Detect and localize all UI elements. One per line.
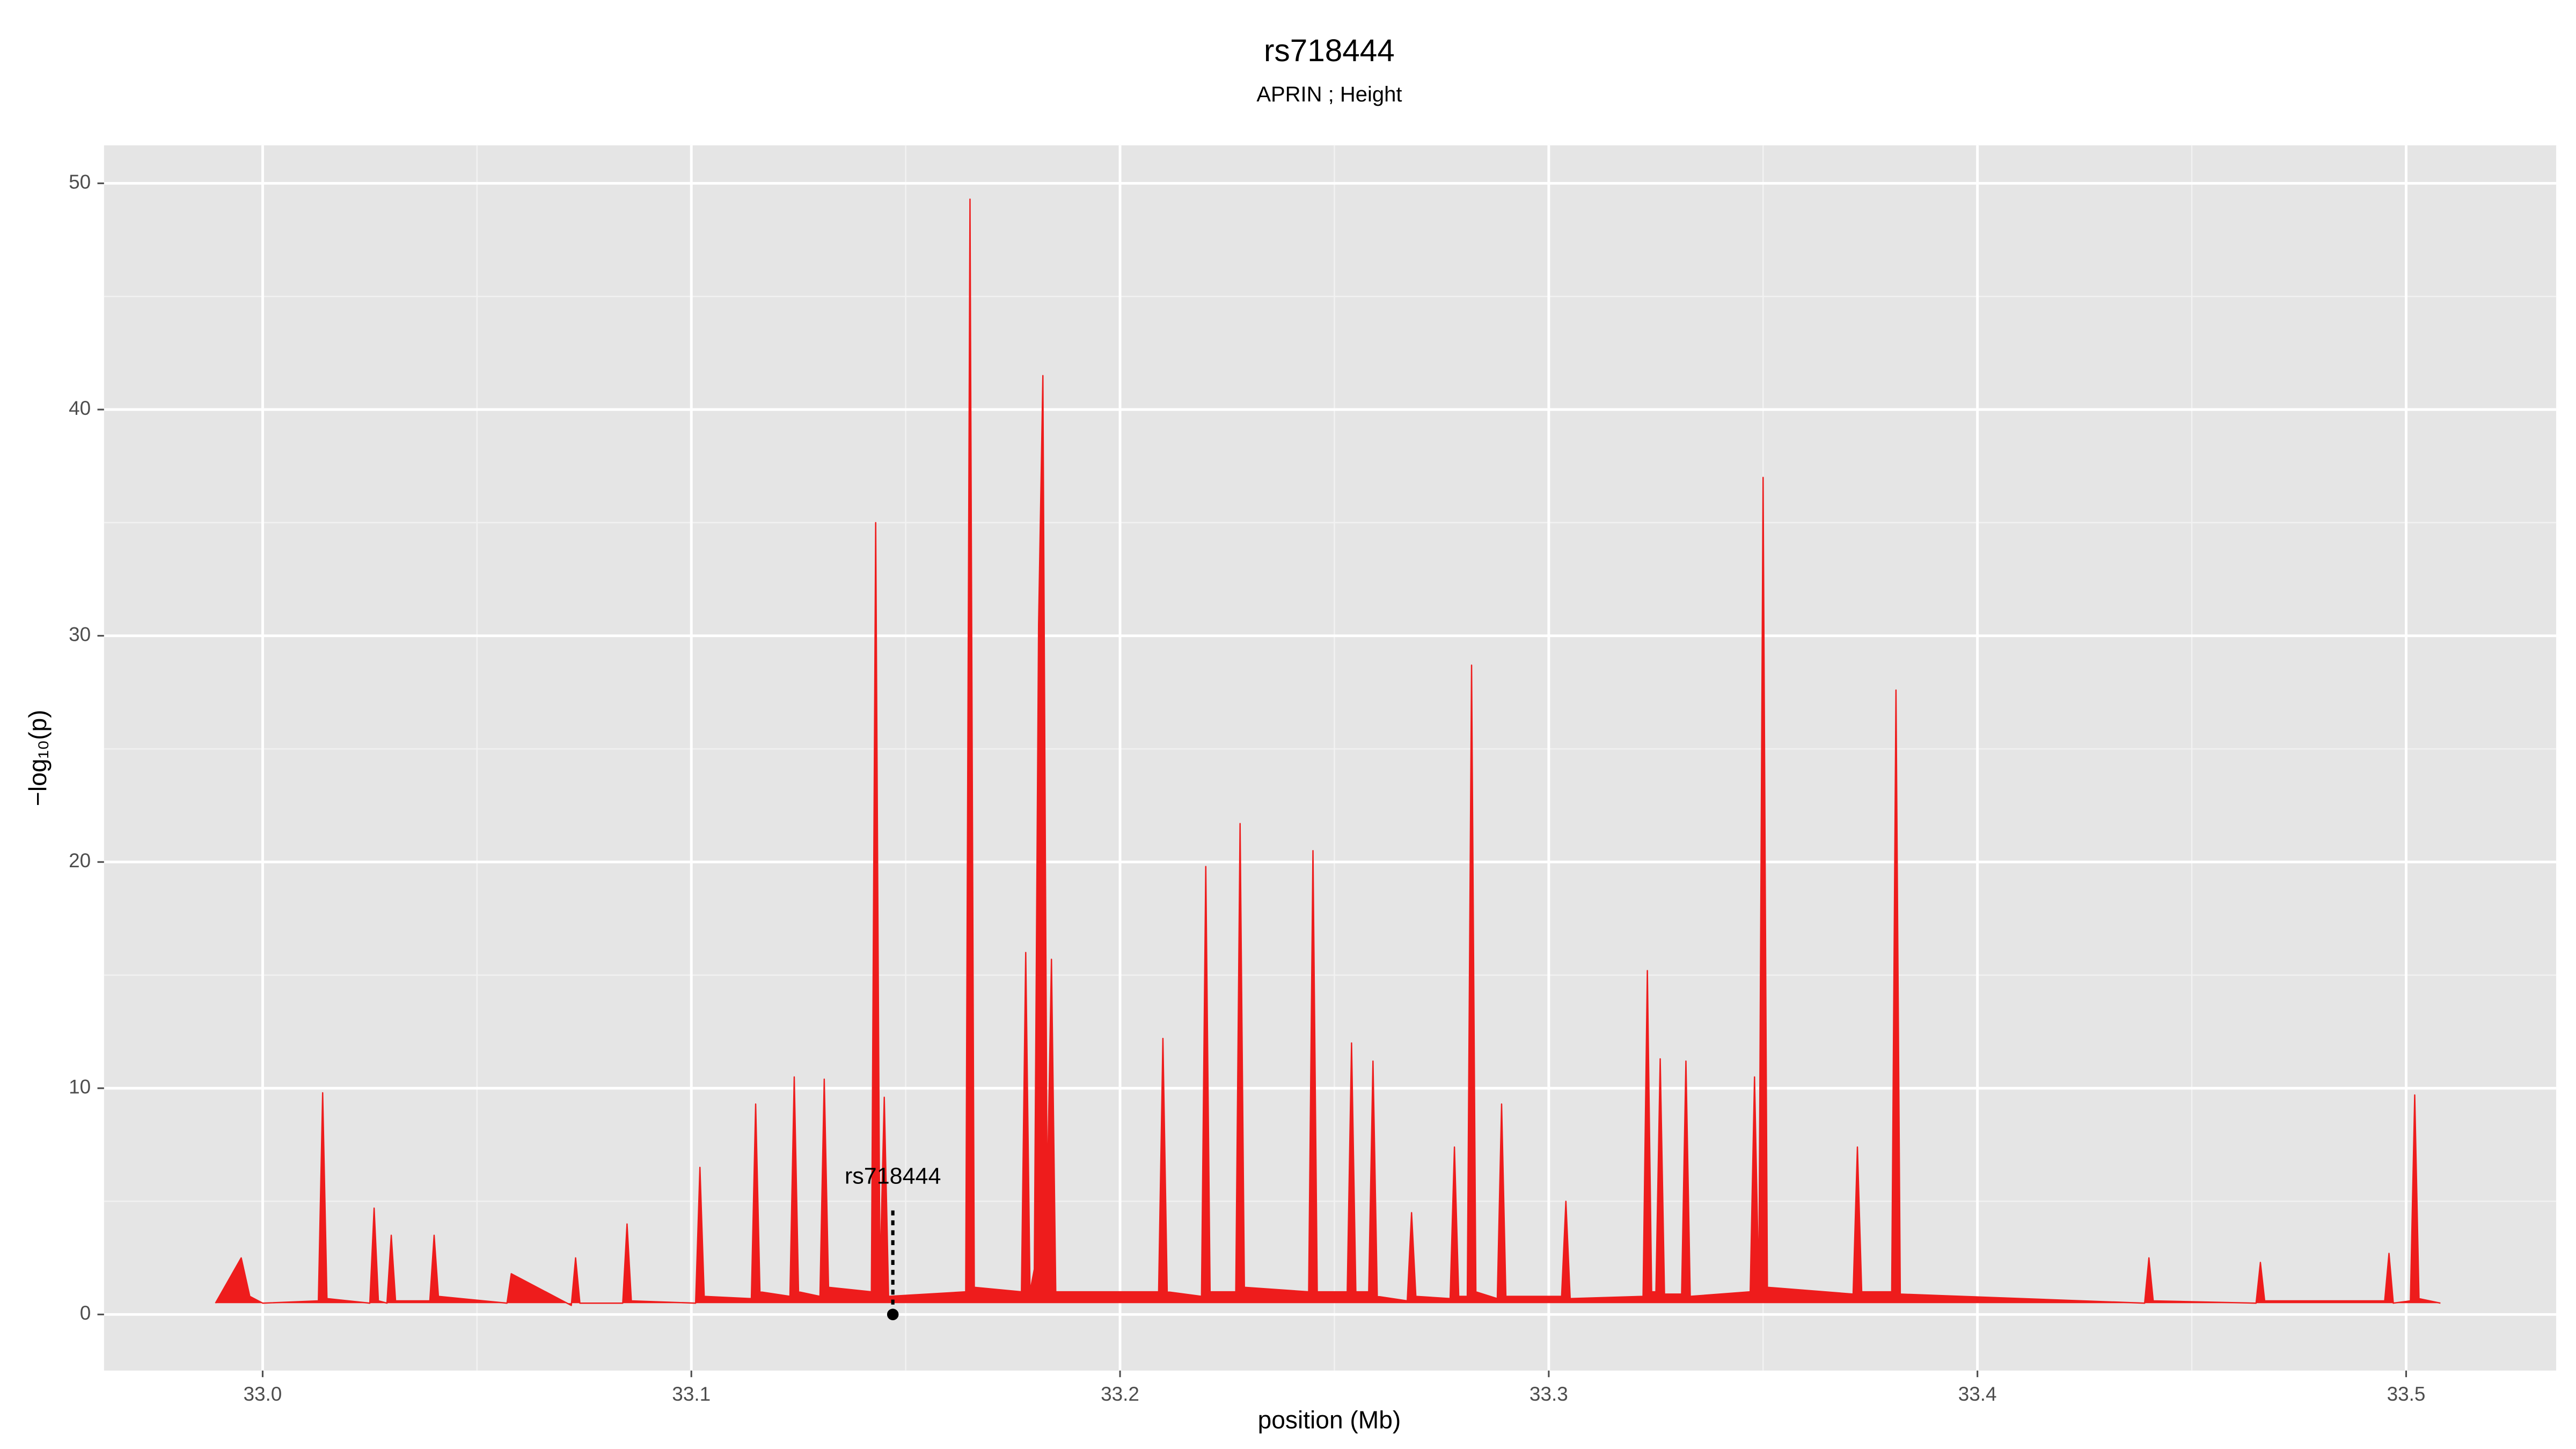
y-axis-title: −log₁₀(p) [24, 709, 52, 806]
x-tick-label: 33.3 [1529, 1383, 1568, 1405]
signal-area [215, 198, 2441, 1306]
y-tick-label: 40 [69, 397, 91, 419]
chart-subtitle: APRIN ; Height [1256, 83, 1402, 106]
y-tick-label: 50 [69, 171, 91, 193]
x-axis-title: position (Mb) [1258, 1406, 1401, 1433]
chart-title: rs718444 [1264, 33, 1395, 68]
x-tick-label: 33.1 [672, 1383, 711, 1405]
y-tick-label: 30 [69, 623, 91, 645]
x-tick-label: 33.4 [1958, 1383, 1997, 1405]
annotation-label: rs718444 [845, 1163, 941, 1189]
annotation-point [887, 1308, 899, 1321]
y-tick-label: 0 [80, 1302, 91, 1324]
x-tick-label: 33.0 [243, 1383, 282, 1405]
x-tick-label: 33.5 [2387, 1383, 2426, 1405]
plot-panel [104, 145, 2557, 1371]
x-tick-label: 33.2 [1101, 1383, 1139, 1405]
y-tick-label: 20 [69, 850, 91, 872]
y-tick-label: 10 [69, 1076, 91, 1098]
